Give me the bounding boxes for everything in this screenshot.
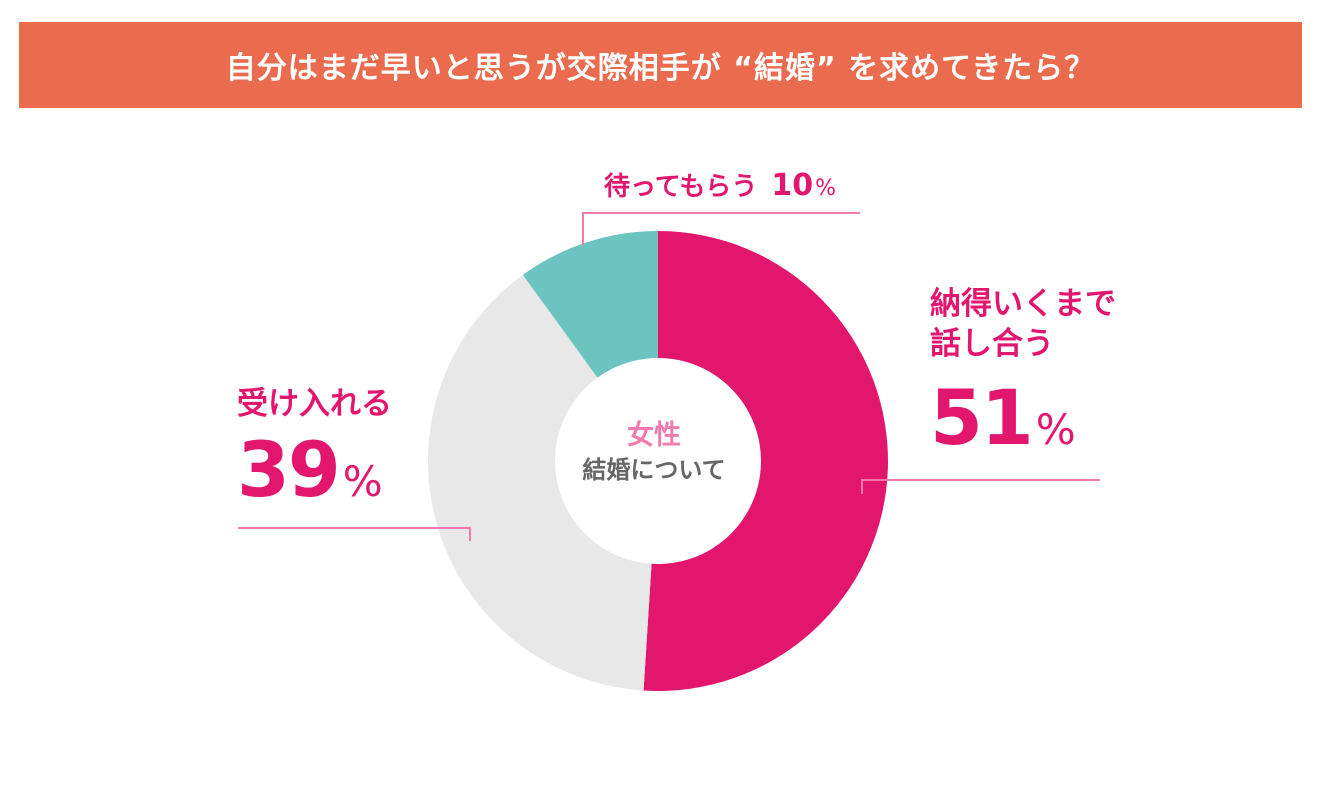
- chart-title: 自分はまだ早いと思うが交際相手が “結婚” を求めてきたら？: [225, 51, 1096, 86]
- slice-discuss: [643, 231, 889, 691]
- donut-center-label: 女性 結婚について: [554, 418, 754, 486]
- percent-sign: %: [815, 176, 837, 201]
- slice-name-discuss: 納得いくまで 話し合う: [930, 286, 1116, 362]
- leader-line-accept: [238, 527, 471, 541]
- title-banner: 自分はまだ早いと思うが交際相手が “結婚” を求めてきたら？: [19, 22, 1302, 108]
- leader-line-discuss: [861, 479, 1100, 494]
- slice-label-discuss: 納得いくまで 話し合う 51%: [930, 284, 1116, 458]
- slice-value-discuss: 51: [930, 373, 1034, 462]
- center-label-topic: 結婚について: [582, 456, 726, 484]
- slice-label-wait: 待ってもらう 10%: [604, 166, 836, 203]
- slice-wait: [522, 231, 658, 378]
- leader-line-wait: [582, 212, 860, 245]
- slice-accept: [428, 274, 652, 691]
- center-label-gender: 女性: [627, 420, 681, 451]
- slice-value-wait: 10: [771, 168, 814, 203]
- slice-label-accept: 受け入れる 39%: [237, 384, 392, 510]
- slice-name-wait: 待ってもらう: [604, 172, 758, 202]
- percent-sign: %: [1035, 405, 1076, 454]
- percent-sign: %: [342, 457, 383, 506]
- slice-name-accept: 受け入れる: [237, 386, 392, 422]
- slice-value-accept: 39: [237, 425, 341, 514]
